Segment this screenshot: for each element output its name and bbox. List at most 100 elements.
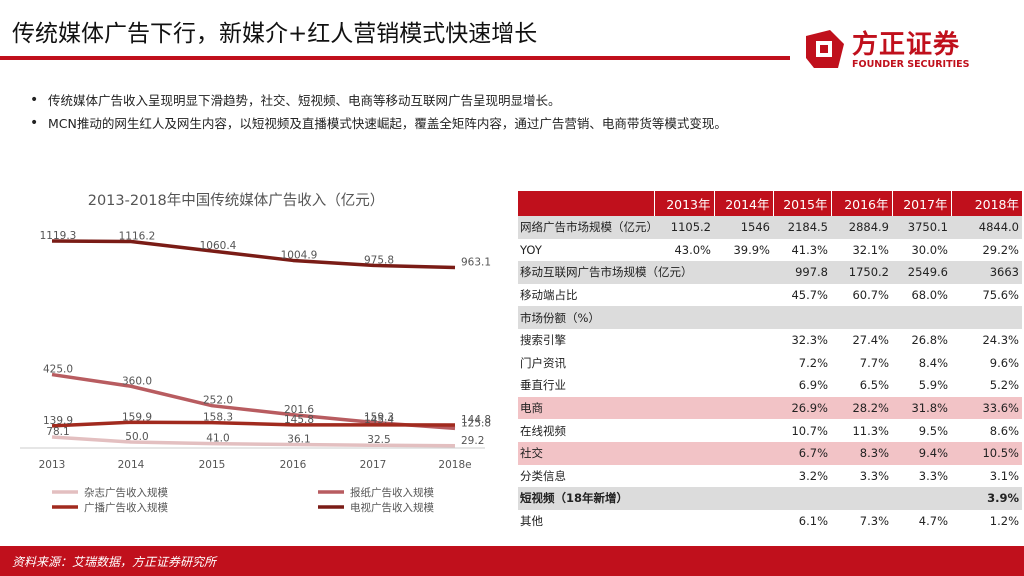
table-cell xyxy=(654,306,714,329)
table-cell xyxy=(714,284,773,307)
data-label: 963.1 xyxy=(461,257,491,269)
data-label: 252.0 xyxy=(203,395,233,407)
series-line xyxy=(51,435,456,448)
series-line xyxy=(51,420,456,428)
x-tick-label: 2016 xyxy=(280,459,307,471)
table-cell: 68.0% xyxy=(911,288,948,303)
table-cell xyxy=(654,374,714,397)
table-cell xyxy=(892,306,951,329)
table-cell: 1105.2 xyxy=(654,216,714,239)
data-label: 1004.9 xyxy=(281,249,318,261)
legend-label: 广播广告收入规模 xyxy=(84,501,168,514)
bullet-item: MCN推动的网生红人及网生内容，以短视频及直播模式快速崛起，覆盖全矩阵内容，通过… xyxy=(28,112,1008,135)
table-row: 搜索引擎 32.3% 27.4% 26.8% 24.3% xyxy=(518,329,1022,352)
series-line xyxy=(51,372,456,431)
x-tick-label: 2018e xyxy=(438,459,471,471)
line-chart: 2013-2018年中国传统媒体广告收入（亿元） 78.1 50.0 41.0 36.… xyxy=(20,192,491,514)
title-underline xyxy=(0,56,790,60)
ad-market-table: 2013年 2014年 2015年 2016年 2017年 2018年 网络广告… xyxy=(518,191,1022,532)
row-label: YOY xyxy=(520,242,542,257)
data-label: 159.9 xyxy=(122,411,152,423)
table-cell: 3750.1 xyxy=(892,216,951,239)
table-cell: 75.6% xyxy=(982,288,1019,303)
row-label: 社交 xyxy=(518,441,654,465)
logo-name-cn: 方正证券 xyxy=(852,30,961,60)
data-label: 145.4 xyxy=(364,414,394,426)
table-header-blank xyxy=(518,191,654,216)
table-cell: 32.1% xyxy=(852,242,889,257)
data-label: 975.8 xyxy=(364,254,394,266)
bullet-list: 传统媒体广告收入呈现明显下滑趋势，社交、短视频、电商等移动互联网广告呈现明显增长… xyxy=(28,89,1008,135)
legend-label: 杂志广告收入规模 xyxy=(84,486,168,499)
table-cell: 3.9% xyxy=(951,487,1022,510)
data-label: 1119.3 xyxy=(40,230,77,242)
table-cell xyxy=(714,261,773,284)
table-row: 移动互联网广告市场规模（亿元） 997.8 1750.2 2549.6 3663 xyxy=(518,261,1022,284)
table-cell xyxy=(892,487,951,510)
table-cell xyxy=(714,306,773,329)
table-cell: 27.4% xyxy=(852,333,889,348)
table-cell: 1.2% xyxy=(989,514,1019,529)
table-cell xyxy=(714,487,773,510)
row-label: 搜索引擎 xyxy=(520,333,566,348)
table-cell: 8.6% xyxy=(989,423,1019,438)
footer-bar: 资料来源：艾瑞数据，方正证券研究所 xyxy=(0,546,1024,576)
table-cell xyxy=(654,261,714,284)
table-cell: 10.7% xyxy=(791,423,828,438)
table-cell xyxy=(654,329,714,352)
table-cell: 41.3% xyxy=(791,242,828,257)
table-cell xyxy=(654,510,714,533)
table-cell: 3663 xyxy=(951,261,1022,284)
table-cell: 8.4% xyxy=(918,355,948,370)
table-cell: 9.6% xyxy=(989,355,1019,370)
logo-name-en: FOUNDER SECURITIES xyxy=(852,59,970,70)
data-label: 29.2 xyxy=(461,435,484,447)
table-row: 分类信息 3.2% 3.3% 3.3% 3.1% xyxy=(518,465,1022,488)
table-cell: 9.4% xyxy=(892,441,951,465)
table-row: 短视频（18年新增） 3.9% xyxy=(518,487,1022,510)
table-cell: 5.9% xyxy=(918,378,948,393)
table-cell xyxy=(714,510,773,533)
row-label: 短视频（18年新增） xyxy=(518,487,654,510)
data-label: 125.8 xyxy=(461,417,491,429)
data-label: 32.5 xyxy=(367,434,390,446)
table-row: 垂直行业 6.9% 6.5% 5.9% 5.2% xyxy=(518,374,1022,397)
legend-label: 电视广告收入规模 xyxy=(350,501,434,514)
table-cell: 7.2% xyxy=(798,355,828,370)
table-cell: 11.3% xyxy=(852,423,889,438)
table-cell: 45.7% xyxy=(791,288,828,303)
table-row: 市场份额（%） xyxy=(518,306,1022,329)
table-header-cell: 2018年 xyxy=(950,191,1022,216)
data-label: 159.3 xyxy=(364,411,394,423)
table-cell: 39.9% xyxy=(733,242,770,257)
row-label: 移动互联网广告市场规模（亿元） xyxy=(518,261,693,284)
data-label: 36.1 xyxy=(287,434,310,446)
x-tick-label: 2014 xyxy=(118,459,145,471)
table-row: 移动端占比 45.7% 60.7% 68.0% 75.6% xyxy=(518,284,1022,307)
row-label: 网络广告市场规模（亿元） xyxy=(518,216,658,239)
table-cell: 3.1% xyxy=(989,468,1019,483)
source-note: 资料来源：艾瑞数据，方正证券研究所 xyxy=(12,555,217,569)
data-label: 144.8 xyxy=(461,414,491,426)
data-label: 201.6 xyxy=(284,404,314,416)
row-label: 分类信息 xyxy=(520,468,566,483)
row-label: 移动端占比 xyxy=(520,288,578,303)
data-label: 1116.2 xyxy=(119,231,156,243)
legend-label: 报纸广告收入规模 xyxy=(350,486,434,499)
table-cell: 3.3% xyxy=(859,468,889,483)
table-cell: 24.3% xyxy=(982,333,1019,348)
table-header-cell: 2013年 xyxy=(653,191,714,216)
table-cell: 33.6% xyxy=(951,396,1022,420)
table-cell: 30.0% xyxy=(911,242,948,257)
table-cell xyxy=(654,465,714,488)
table-cell: 60.7% xyxy=(852,288,889,303)
x-tick-label: 2013 xyxy=(39,459,66,471)
table-row: YOY 43.0% 39.9% 41.3% 32.1% 30.0% 29.2% xyxy=(518,239,1022,262)
table-cell: 4.7% xyxy=(918,514,948,529)
table-cell xyxy=(654,441,714,465)
chart-title: 2013-2018年中国传统媒体广告收入（亿元） xyxy=(88,192,385,209)
table-header-cell: 2015年 xyxy=(772,191,831,216)
slide-title: 传统媒体广告下行，新媒介+红人营销模式快速增长 xyxy=(12,21,538,47)
table-cell xyxy=(654,419,714,442)
row-label: 电商 xyxy=(518,396,654,420)
